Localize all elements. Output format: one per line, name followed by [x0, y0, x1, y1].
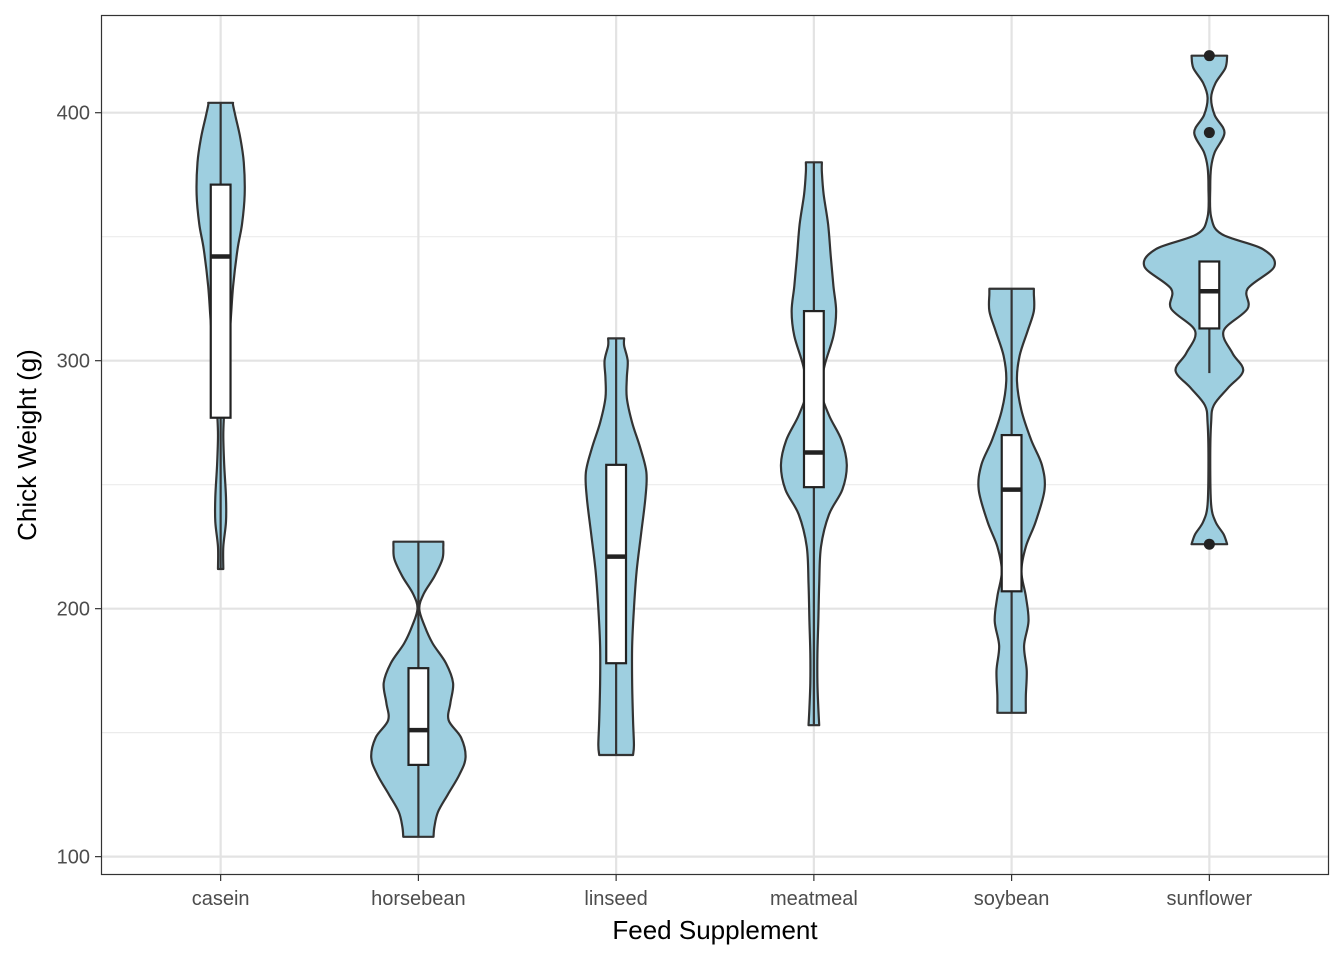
- box-casein: [209, 183, 232, 419]
- x-tick-label: meatmeal: [770, 888, 858, 910]
- box-soybean: [1000, 433, 1023, 593]
- y-tick-label: 400: [57, 103, 90, 125]
- x-axis-title: Feed Supplement: [612, 915, 818, 945]
- y-tick-label: 100: [57, 847, 90, 869]
- box-linseed: [605, 463, 628, 665]
- outlier-point: [1203, 50, 1215, 62]
- box-horsebean: [407, 667, 430, 766]
- x-tick-label: linseed: [584, 888, 647, 910]
- x-tick-label: soybean: [974, 888, 1050, 910]
- x-axis: casein horsebean linseed meatmeal soybean sun…: [192, 874, 1253, 910]
- outliers: [1203, 50, 1215, 550]
- outlier-point: [1203, 538, 1215, 550]
- y-axis-title: Chick Weight (g): [12, 349, 42, 541]
- outlier-point: [1203, 127, 1215, 139]
- x-tick-label: sunflower: [1167, 888, 1253, 910]
- y-tick-label: 300: [57, 351, 90, 373]
- y-tick-label: 200: [57, 599, 90, 621]
- plot-panel-border: [100, 14, 1330, 876]
- box-meatmeal: [802, 309, 825, 489]
- boxplots: [209, 102, 1221, 837]
- box-sunflower: [1198, 260, 1221, 330]
- grid: [102, 16, 1328, 874]
- x-tick-label: horsebean: [371, 888, 466, 910]
- y-axis: 100 200 300 400: [57, 103, 102, 869]
- violins: [195, 54, 1276, 838]
- x-tick-label: casein: [192, 888, 250, 910]
